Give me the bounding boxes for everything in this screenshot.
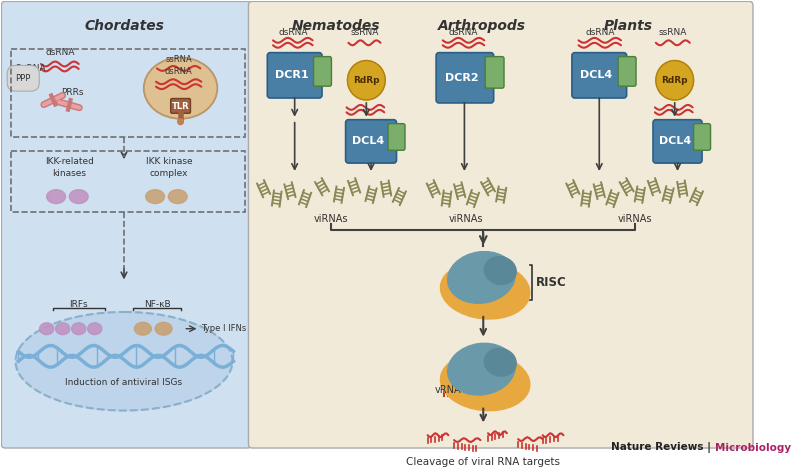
Text: dsRNA: dsRNA [279,28,309,37]
Ellipse shape [72,323,86,335]
Text: ssRNA: ssRNA [658,28,687,37]
Text: Plants: Plants [604,19,653,33]
Text: DCR1: DCR1 [275,70,309,80]
Ellipse shape [484,348,516,376]
Ellipse shape [46,190,66,204]
Ellipse shape [441,353,530,411]
Ellipse shape [15,312,233,411]
Ellipse shape [484,257,516,284]
Text: viRNAs: viRNAs [618,214,652,224]
Text: viRNAs: viRNAs [449,214,483,224]
Text: Cleavage of viral RNA targets: Cleavage of viral RNA targets [406,457,560,467]
Ellipse shape [134,322,151,335]
Text: dsRNA: dsRNA [449,28,478,37]
Text: DCL4: DCL4 [352,136,384,146]
Text: TLR: TLR [172,102,190,111]
Text: PRRs: PRRs [61,88,83,97]
Text: DCR2: DCR2 [446,73,479,83]
FancyBboxPatch shape [388,124,405,150]
Text: NF-κB: NF-κB [144,300,170,309]
Ellipse shape [447,343,515,395]
Circle shape [178,119,183,125]
Text: RISC: RISC [536,276,567,289]
Ellipse shape [155,322,172,335]
Ellipse shape [447,251,515,303]
Text: Nematodes: Nematodes [292,19,381,33]
FancyBboxPatch shape [653,120,702,163]
Text: Type I IFNs: Type I IFNs [202,324,246,333]
Ellipse shape [144,58,218,119]
Ellipse shape [39,323,54,335]
Ellipse shape [146,190,165,204]
Text: IKK kinase
complex: IKK kinase complex [146,157,193,178]
Circle shape [656,61,694,100]
Text: dsRNA: dsRNA [165,67,193,76]
FancyBboxPatch shape [436,53,494,103]
FancyBboxPatch shape [314,56,331,86]
Text: Chordates: Chordates [84,19,164,33]
FancyBboxPatch shape [2,1,251,448]
FancyBboxPatch shape [694,124,710,150]
Text: RdRp: RdRp [353,76,379,85]
Text: ssRNA: ssRNA [350,28,378,37]
Ellipse shape [168,190,187,204]
Ellipse shape [70,190,88,204]
Text: DCL4: DCL4 [580,70,613,80]
FancyBboxPatch shape [618,56,636,86]
FancyBboxPatch shape [485,56,504,88]
FancyBboxPatch shape [267,53,322,98]
Text: viRNAs: viRNAs [314,214,349,224]
FancyBboxPatch shape [346,120,397,163]
Text: Induction of antiviral ISGs: Induction of antiviral ISGs [66,378,182,387]
Text: ssRNA: ssRNA [166,55,192,63]
Circle shape [347,61,386,100]
Text: dsRNA: dsRNA [586,28,615,37]
Ellipse shape [441,261,530,319]
FancyBboxPatch shape [249,1,753,448]
Ellipse shape [88,323,102,335]
Text: IKK-related
kinases: IKK-related kinases [45,157,94,178]
FancyBboxPatch shape [572,53,626,98]
Text: Arthropods: Arthropods [438,19,526,33]
Text: RdRp: RdRp [662,76,688,85]
Text: 3pRNA: 3pRNA [15,64,46,73]
Ellipse shape [56,323,70,335]
Text: Nature Reviews |: Nature Reviews | [610,442,714,453]
Text: vRNA: vRNA [434,385,461,395]
Text: Microbiology: Microbiology [715,443,791,453]
FancyBboxPatch shape [170,99,190,113]
Text: dsRNA: dsRNA [45,47,74,56]
Text: IRFs: IRFs [70,300,88,309]
Text: PPP: PPP [15,74,31,83]
Text: DCL4: DCL4 [658,136,691,146]
